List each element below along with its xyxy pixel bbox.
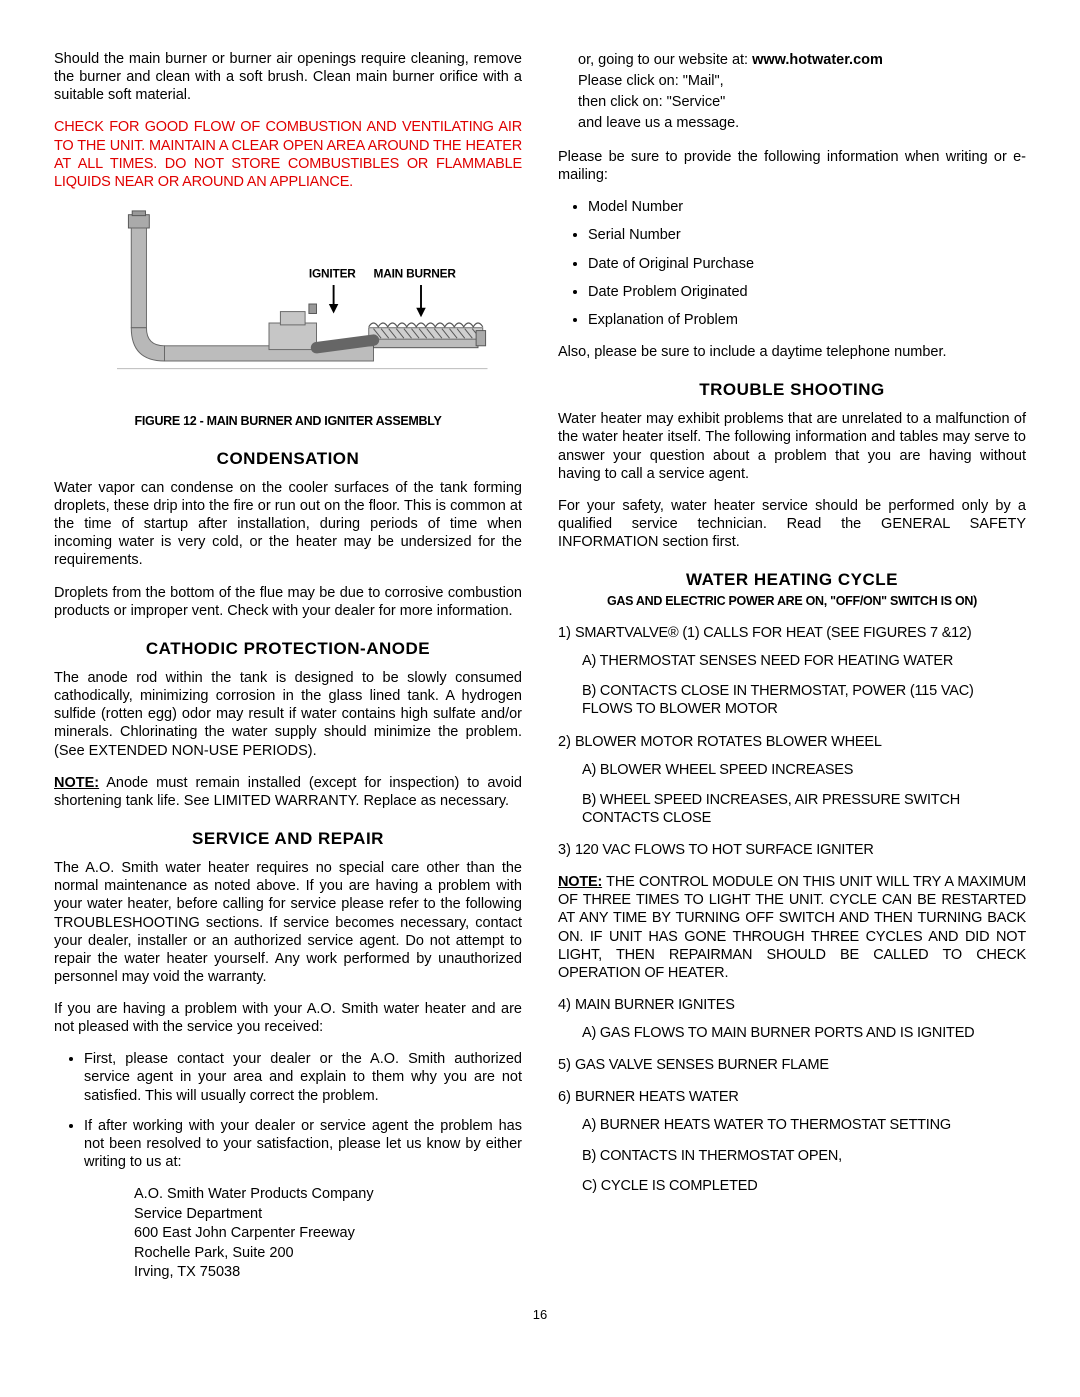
cycle-subheading: GAS AND ELECTRIC POWER ARE ON, "OFF/ON" … xyxy=(558,594,1026,610)
cycle-item: 1) SMARTVALVE® (1) CALLS FOR HEAT (SEE F… xyxy=(558,624,1026,719)
condensation-p2: Droplets from the bottom of the flue may… xyxy=(54,584,522,620)
svg-text:IGNITER: IGNITER xyxy=(309,266,356,280)
cathodic-note: NOTE: Anode must remain installed (excep… xyxy=(54,774,522,810)
trouble-p2: For your safety, water heater service sh… xyxy=(558,497,1026,551)
cycle-item: 5) GAS VALVE SENSES BURNER FLAME xyxy=(558,1056,1026,1074)
mid-note: NOTE: THE CONTROL MODULE ON THIS UNIT WI… xyxy=(558,873,1026,982)
service-heading: SERVICE AND REPAIR xyxy=(54,828,522,849)
trouble-p1: Water heater may exhibit problems that a… xyxy=(558,410,1026,483)
left-column: Should the main burner or burner air ope… xyxy=(54,50,522,1283)
mailing-address: A.O. Smith Water Products Company Servic… xyxy=(134,1185,522,1283)
list-item: Serial Number xyxy=(588,226,1026,244)
intro-paragraph: Should the main burner or burner air ope… xyxy=(54,50,522,104)
list-item: Model Number xyxy=(588,198,1026,216)
svg-text:MAIN BURNER: MAIN BURNER xyxy=(374,266,457,280)
condensation-heading: CONDENSATION xyxy=(54,448,522,469)
list-item: First, please contact your dealer or the… xyxy=(84,1050,522,1104)
info-intro: Please be sure to provide the following … xyxy=(558,148,1026,184)
list-item: Date of Original Purchase xyxy=(588,255,1026,273)
right-column: or, going to our website at: www.hotwate… xyxy=(558,50,1026,1283)
cathodic-p1: The anode rod within the tank is designe… xyxy=(54,669,522,760)
cycle-heading: WATER HEATING CYCLE xyxy=(558,569,1026,590)
service-p1: The A.O. Smith water heater requires no … xyxy=(54,859,522,986)
cycle-list-a: 1) SMARTVALVE® (1) CALLS FOR HEAT (SEE F… xyxy=(558,624,1026,859)
trouble-heading: TROUBLE SHOOTING xyxy=(558,379,1026,400)
burner-diagram: IGNITER MAIN BURNER xyxy=(54,209,522,399)
cycle-item: 4) MAIN BURNER IGNITES A) GAS FLOWS TO M… xyxy=(558,996,1026,1042)
list-item: Date Problem Originated xyxy=(588,283,1026,301)
cycle-item: 3) 120 VAC FLOWS TO HOT SURFACE IGNITER xyxy=(558,841,1026,859)
list-item: If after working with your dealer or ser… xyxy=(84,1117,522,1171)
safety-warning: CHECK FOR GOOD FLOW OF COMBUSTION AND VE… xyxy=(54,118,522,191)
cycle-list-b: 4) MAIN BURNER IGNITES A) GAS FLOWS TO M… xyxy=(558,996,1026,1195)
condensation-p1: Water vapor can condense on the cooler s… xyxy=(54,479,522,570)
list-item: Explanation of Problem xyxy=(588,311,1026,329)
info-list: Model Number Serial Number Date of Origi… xyxy=(558,198,1026,329)
cycle-item: 2) BLOWER MOTOR ROTATES BLOWER WHEEL A) … xyxy=(558,733,1026,828)
cycle-item: 6) BURNER HEATS WATER A) BURNER HEATS WA… xyxy=(558,1088,1026,1195)
info-after: Also, please be sure to include a daytim… xyxy=(558,343,1026,361)
service-p2: If you are having a problem with your A.… xyxy=(54,1000,522,1036)
website-block: or, going to our website at: www.hotwate… xyxy=(578,50,1026,134)
figure-caption: FIGURE 12 - MAIN BURNER AND IGNITER ASSE… xyxy=(54,414,522,430)
figure-12: IGNITER MAIN BURNER xyxy=(54,209,522,404)
service-bullet-list: First, please contact your dealer or the… xyxy=(54,1050,522,1171)
page-number: 16 xyxy=(54,1307,1026,1323)
cathodic-heading: CATHODIC PROTECTION-ANODE xyxy=(54,638,522,659)
